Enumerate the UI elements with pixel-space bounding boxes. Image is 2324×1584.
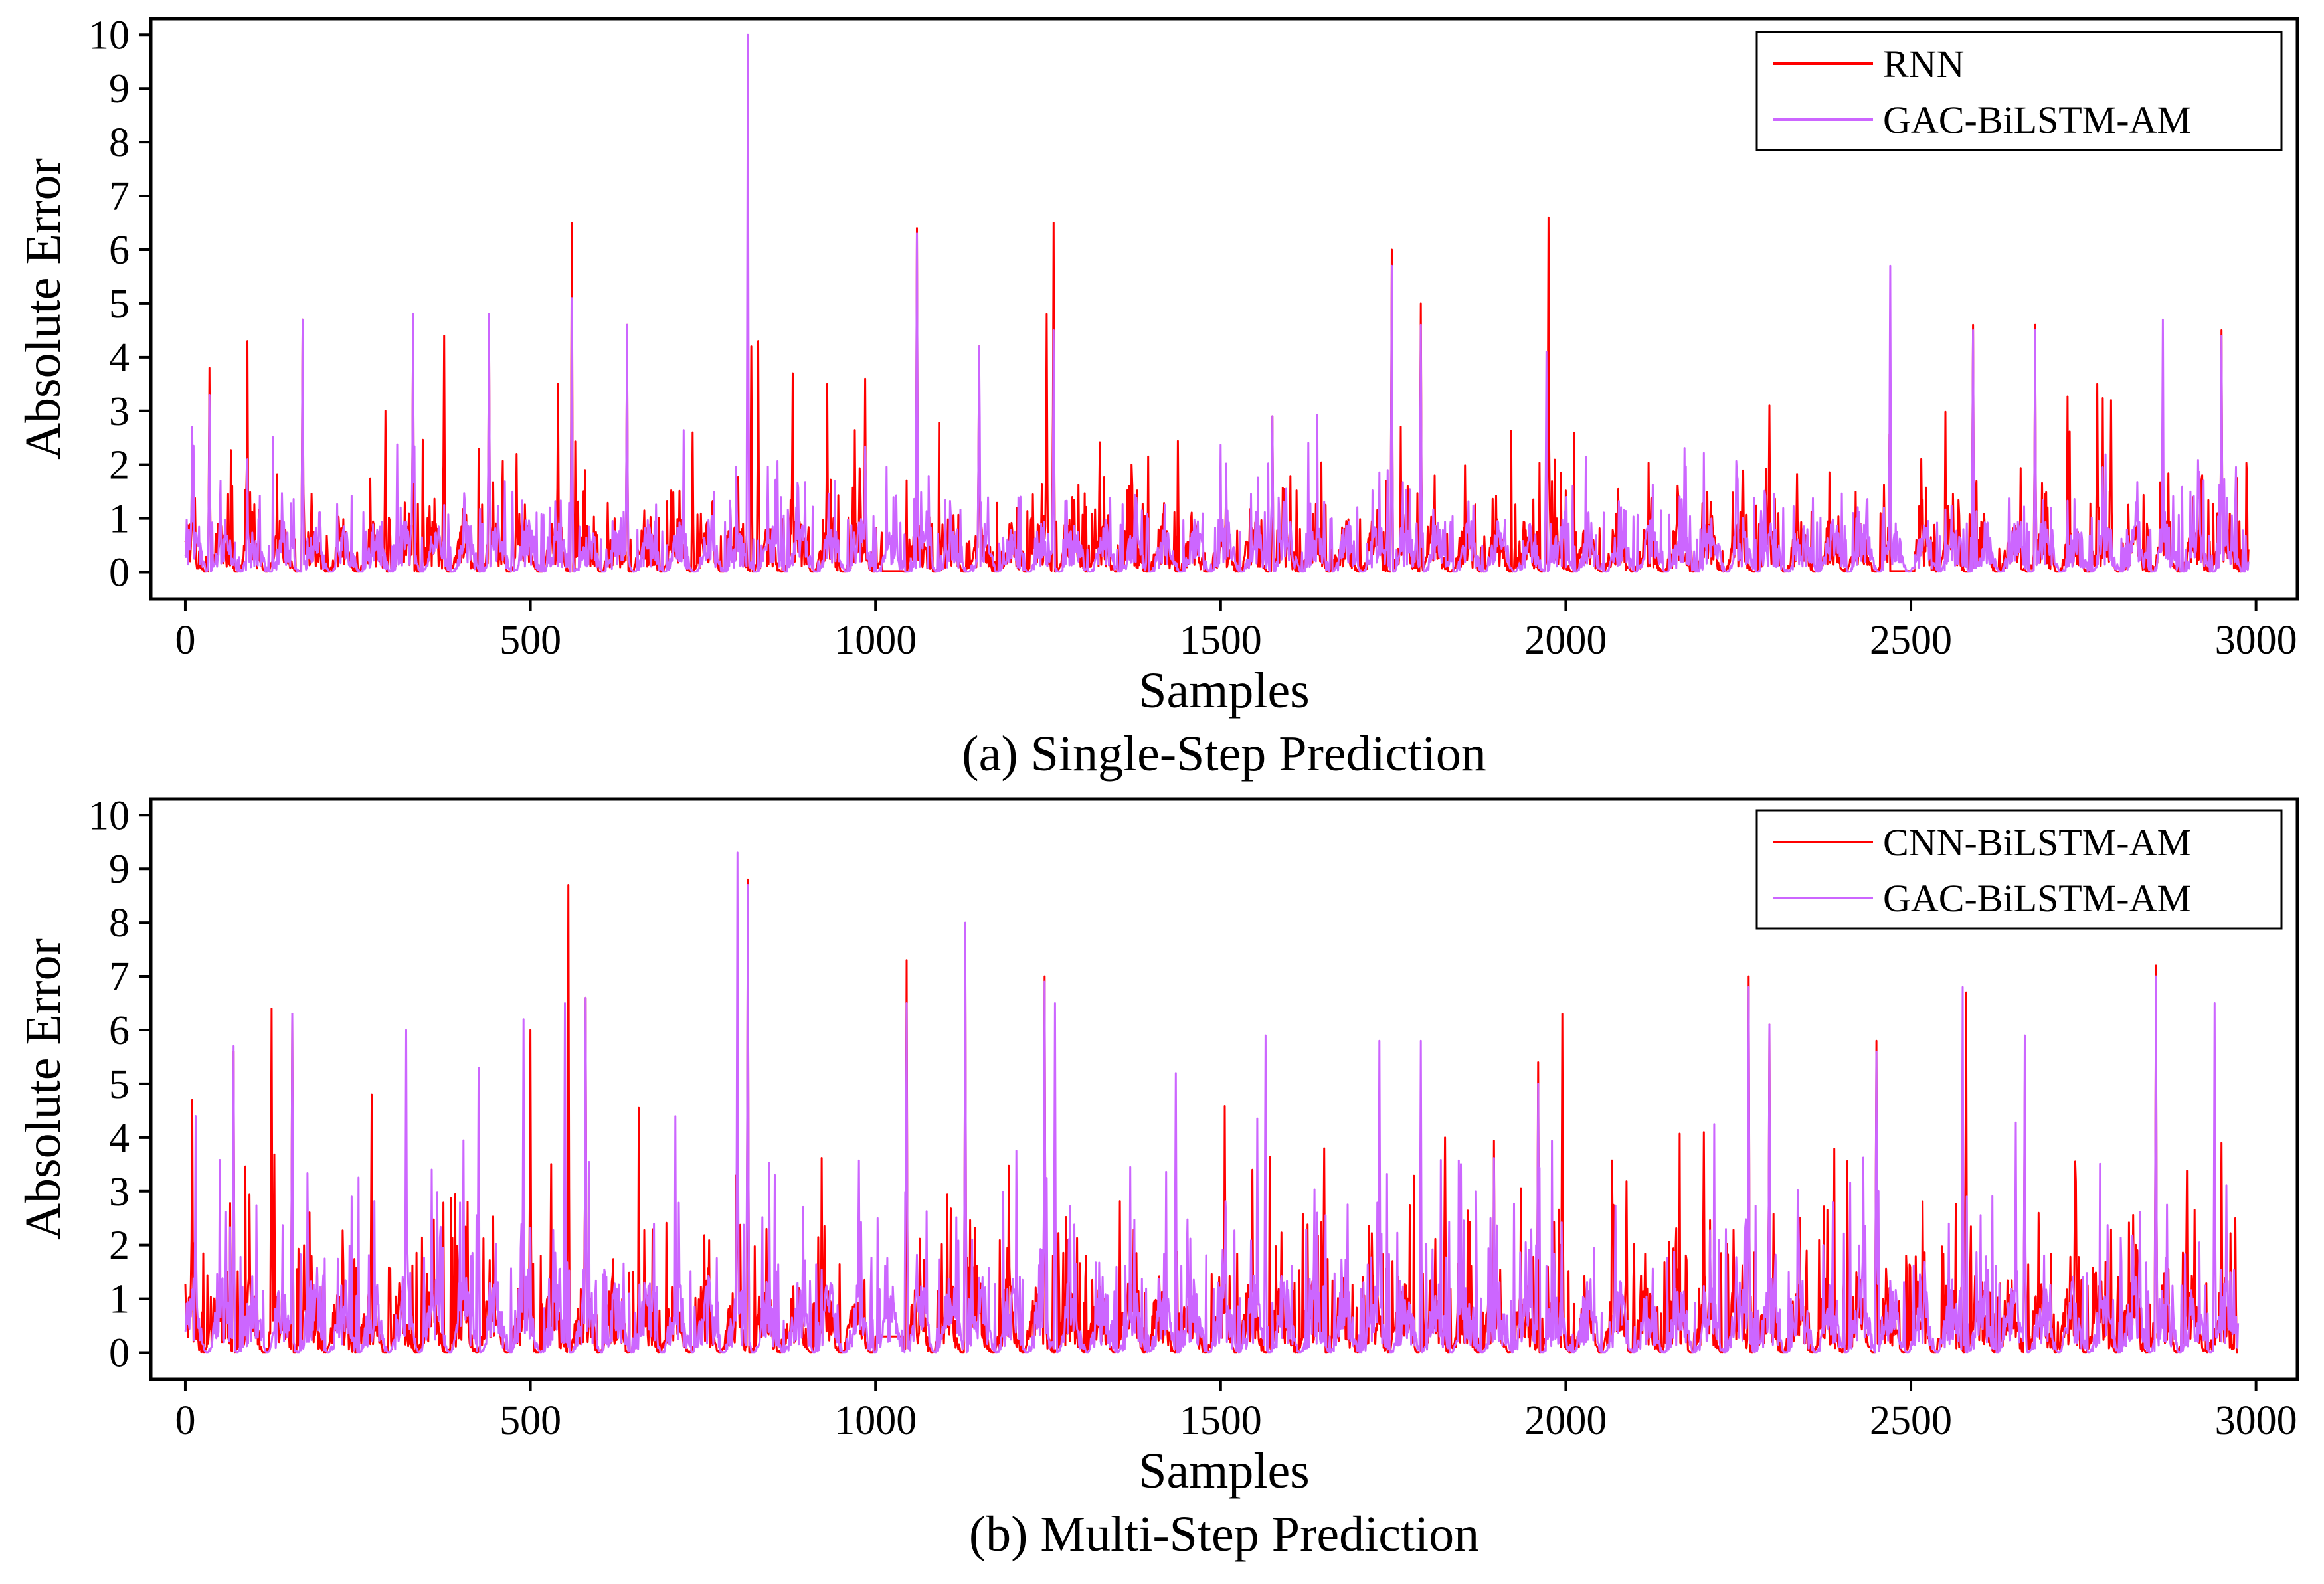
plot-area xyxy=(184,33,2250,573)
y-tick-label: 2 xyxy=(109,1223,130,1269)
y-tick-label: 5 xyxy=(109,282,130,327)
x-tick-label: 1500 xyxy=(1180,618,1262,663)
x-tick-label: 2500 xyxy=(1870,618,1952,663)
x-tick-label: 1000 xyxy=(834,1398,917,1443)
legend-box xyxy=(1755,809,2283,930)
panel-caption: (b) Multi-Step Prediction xyxy=(969,1506,1479,1562)
x-tick-label: 2500 xyxy=(1870,1398,1952,1443)
y-axis-title: Absolute Error xyxy=(15,158,71,460)
y-tick-label: 9 xyxy=(109,66,130,112)
y-tick-label: 1 xyxy=(109,1277,130,1322)
x-axis-title: Samples xyxy=(1138,1443,1310,1499)
panel-single-step: 0 500 1000 1500 2000 2500 3000 0 1 2 3 4 5 6 7 8 9 10 Sam… xyxy=(15,13,2299,782)
y-tick-label: 2 xyxy=(109,443,130,488)
plot-frame xyxy=(149,797,2299,1381)
y-tick-label: 10 xyxy=(88,793,130,838)
y-tick-label: 6 xyxy=(109,1008,130,1053)
y-axis-title: Absolute Error xyxy=(15,938,71,1240)
x-tick-label: 500 xyxy=(499,618,561,663)
plot-area xyxy=(184,851,2240,1354)
y-tick-label: 5 xyxy=(109,1062,130,1107)
x-axis-title: Samples xyxy=(1138,663,1310,719)
axis-ticks: 0 500 1000 1500 2000 2500 3000 0 1 2 3 4 5 6 7 8 9 10 xyxy=(88,793,2297,1443)
series-line-gac-bilstm-am xyxy=(184,33,2250,573)
y-tick-label: 0 xyxy=(109,551,130,596)
legend-label-gac-bilstm-am: GAC-BiLSTM-AM xyxy=(1883,98,2191,141)
legend-label-gac-bilstm-am: GAC-BiLSTM-AM xyxy=(1883,877,2191,920)
y-tick-label: 9 xyxy=(109,847,130,892)
y-tick-label: 4 xyxy=(109,1116,130,1161)
plot-frame xyxy=(149,17,2299,601)
y-tick-label: 4 xyxy=(109,335,130,381)
y-tick-label: 3 xyxy=(109,389,130,434)
x-tick-label: 0 xyxy=(175,618,195,663)
y-tick-label: 6 xyxy=(109,228,130,273)
series-line-rnn xyxy=(184,216,2250,573)
x-tick-label: 2000 xyxy=(1524,618,1607,663)
y-tick-label: 1 xyxy=(109,497,130,542)
panel-caption: (a) Single-Step Prediction xyxy=(962,726,1486,782)
x-tick-label: 0 xyxy=(175,1398,195,1443)
y-tick-label: 8 xyxy=(109,901,130,946)
x-tick-label: 3000 xyxy=(2215,1398,2297,1443)
legend: CNN-BiLSTM-AM GAC-BiLSTM-AM xyxy=(1755,809,2283,930)
x-tick-label: 1500 xyxy=(1180,1398,1262,1443)
axis-ticks: 0 500 1000 1500 2000 2500 3000 0 1 2 3 4 5 6 7 8 9 10 xyxy=(88,13,2297,663)
y-tick-label: 7 xyxy=(109,954,130,1000)
x-tick-label: 2000 xyxy=(1524,1398,1607,1443)
legend-label-rnn: RNN xyxy=(1883,43,1964,86)
y-tick-label: 0 xyxy=(109,1331,130,1376)
legend: RNN GAC-BiLSTM-AM xyxy=(1755,31,2283,151)
y-tick-label: 10 xyxy=(88,13,130,58)
panel-multi-step: 0 500 1000 1500 2000 2500 3000 0 1 2 3 4 5 6 7 8 9 10 Sam… xyxy=(15,793,2299,1562)
y-tick-label: 8 xyxy=(109,120,130,165)
series-line-gac-bilstm-am xyxy=(184,851,2240,1354)
y-tick-label: 3 xyxy=(109,1170,130,1215)
x-tick-label: 3000 xyxy=(2215,618,2297,663)
y-tick-label: 7 xyxy=(109,174,130,219)
x-tick-label: 500 xyxy=(499,1398,561,1443)
legend-label-cnn-bilstm-am: CNN-BiLSTM-AM xyxy=(1883,821,2191,864)
x-tick-label: 1000 xyxy=(834,618,917,663)
legend-box xyxy=(1755,31,2283,151)
